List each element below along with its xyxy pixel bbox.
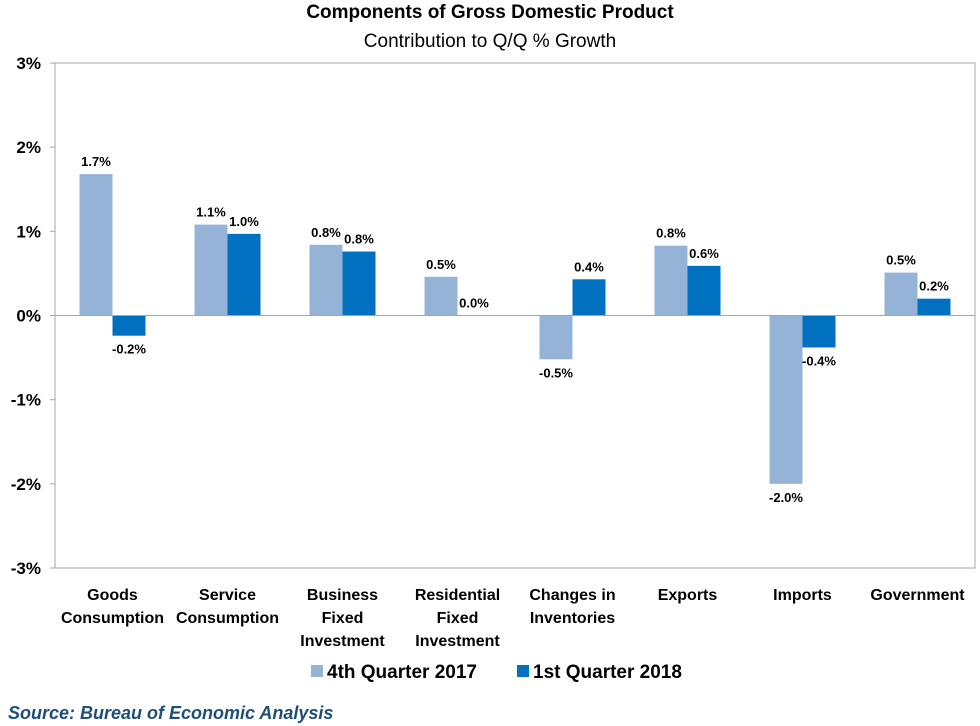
bar-q4-2017	[309, 244, 343, 316]
data-label: 0.5%	[426, 257, 456, 272]
data-label: 0.5%	[886, 253, 916, 268]
x-tick-label: Service	[199, 587, 256, 604]
x-tick-label: Fixed	[322, 610, 364, 627]
y-tick-label: 1%	[16, 222, 41, 241]
bar-q4-2017	[539, 315, 573, 360]
legend-swatch	[517, 665, 529, 677]
data-label: 1.7%	[81, 154, 111, 169]
bar-q1-2018	[802, 315, 836, 348]
data-label: 0.8%	[656, 226, 686, 241]
data-label: -2.0%	[769, 490, 803, 505]
bar-q1-2018	[342, 251, 376, 316]
chart-subtitle: Contribution to Q/Q % Growth	[363, 31, 617, 52]
data-label: 1.0%	[229, 214, 259, 229]
y-tick-label: 2%	[16, 138, 41, 157]
data-label: -0.2%	[112, 342, 146, 357]
bar-q4-2017	[884, 272, 918, 316]
x-tick-label: Investment	[300, 633, 385, 650]
x-tick-label: Goods	[87, 587, 138, 604]
bar-q1-2018	[687, 265, 721, 316]
bar-q4-2017	[79, 174, 113, 316]
data-label: -0.5%	[539, 365, 573, 380]
bar-q4-2017	[194, 224, 228, 316]
data-label: 0.8%	[311, 225, 341, 240]
bar-q1-2018	[112, 315, 146, 336]
data-label: 0.8%	[344, 232, 374, 247]
x-tick-label: Business	[307, 587, 378, 604]
x-tick-label: Fixed	[437, 610, 479, 627]
legend-label: 4th Quarter 2017	[327, 662, 477, 683]
x-tick-label: Government	[870, 587, 965, 604]
legend-swatch	[311, 665, 323, 677]
x-tick-label: Inventories	[530, 610, 615, 627]
bar-q4-2017	[654, 245, 688, 316]
x-tick-label: Imports	[773, 587, 832, 604]
data-label: -0.4%	[802, 353, 836, 368]
bar-q4-2017	[769, 315, 803, 484]
x-tick-label: Residential	[415, 587, 500, 604]
data-label: 0.6%	[689, 246, 719, 261]
legend-label: 1st Quarter 2018	[533, 662, 682, 683]
data-label: 0.2%	[919, 279, 949, 294]
chart-title: Components of Gross Domestic Product	[306, 2, 674, 23]
x-tick-label: Consumption	[176, 610, 279, 627]
y-tick-label: 0%	[16, 307, 41, 326]
x-tick-label: Changes in	[529, 587, 615, 604]
bar-q1-2018	[227, 233, 261, 316]
source-note: Source: Bureau of Economic Analysis	[8, 703, 334, 723]
x-tick-label: Exports	[658, 587, 718, 604]
y-tick-label: -1%	[11, 391, 41, 410]
data-label: 1.1%	[196, 205, 226, 220]
y-tick-label: 3%	[16, 54, 41, 73]
data-label: 0.0%	[459, 296, 489, 311]
data-label: 0.4%	[574, 259, 604, 274]
y-tick-label: -2%	[11, 475, 41, 494]
y-tick-label: -3%	[11, 559, 41, 578]
bar-q1-2018	[917, 298, 951, 316]
bar-q1-2018	[572, 279, 606, 316]
x-tick-label: Investment	[415, 633, 500, 650]
bar-q4-2017	[424, 276, 458, 316]
x-tick-label: Consumption	[61, 610, 164, 627]
